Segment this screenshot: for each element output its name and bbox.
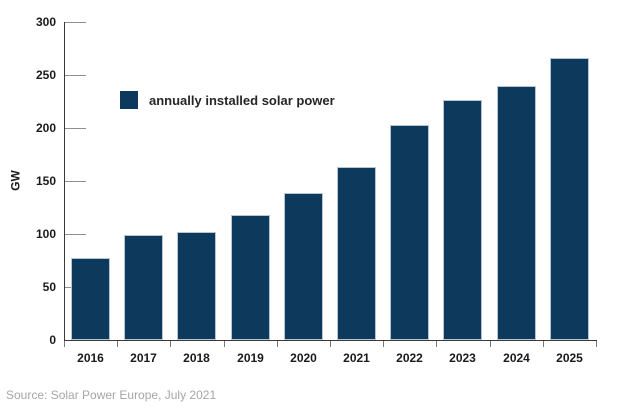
x-tick-label: 2018: [183, 351, 210, 365]
x-tick-mark: [596, 341, 597, 347]
x-tick-mark: [543, 341, 544, 347]
legend-color-swatch: [120, 91, 138, 109]
source-text: Source: Solar Power Europe, July 2021: [6, 388, 217, 402]
x-tick-mark: [277, 341, 278, 347]
bar-2024: [497, 86, 536, 340]
x-tick-mark: [224, 341, 225, 347]
y-tick-label: 100: [35, 227, 56, 241]
y-tick-mark: [65, 128, 86, 129]
legend-label: annually installed solar power: [149, 92, 335, 108]
x-tick-label: 2019: [237, 351, 264, 365]
bar-2017: [124, 235, 163, 340]
x-tick-mark: [436, 341, 437, 347]
y-tick-label: 250: [35, 68, 56, 82]
x-tick-mark: [330, 341, 331, 347]
x-tick-mark: [64, 341, 65, 347]
y-tick-mark: [65, 22, 86, 23]
y-tick-mark: [65, 75, 86, 76]
plot-area: 0 50 100 150 200 250 300 2016 2017 2018 2019 2020 20…: [35, 15, 597, 365]
y-axis-line: [64, 22, 65, 340]
x-tick-label: 2023: [449, 351, 476, 365]
bar-2018: [177, 232, 216, 340]
x-tick-label: 2025: [556, 351, 583, 365]
bar-2020: [284, 193, 323, 340]
x-tick-label: 2020: [290, 351, 317, 365]
x-tick-label: 2024: [503, 351, 530, 365]
x-axis-line: [64, 340, 597, 341]
bar-2019: [231, 215, 270, 340]
bar-2016: [71, 258, 110, 340]
y-tick-mark: [65, 234, 86, 235]
bar-2022: [390, 125, 429, 340]
legend: annually installed solar power: [120, 91, 335, 109]
x-tick-label: 2017: [130, 351, 157, 365]
y-tick-mark: [65, 181, 86, 182]
x-tick-label: 2022: [396, 351, 423, 365]
x-tick-label: 2016: [77, 351, 104, 365]
x-tick-mark: [383, 341, 384, 347]
bar-2025: [550, 58, 589, 340]
y-tick-label: 300: [35, 15, 56, 29]
x-tick-mark: [117, 341, 118, 347]
y-tick-label: 150: [35, 174, 56, 188]
bar-2023: [443, 100, 482, 340]
bar-2021: [337, 167, 376, 340]
y-tick-label: 200: [35, 121, 56, 135]
x-tick-mark: [490, 341, 491, 347]
x-tick-mark: [170, 341, 171, 347]
y-tick-label: 0: [49, 333, 56, 347]
y-tick-label: 50: [42, 280, 56, 294]
x-tick-label: 2021: [343, 351, 370, 365]
